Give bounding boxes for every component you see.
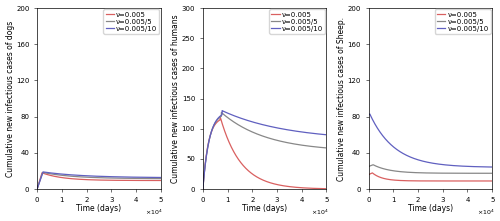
X-axis label: Time (days): Time (days) (242, 204, 287, 213)
Legend: ν=0.005, ν=0.005/5, ν=0.005/10: ν=0.005, ν=0.005/5, ν=0.005/10 (435, 10, 491, 34)
Y-axis label: Cumulative new infectious cases of Sheep.: Cumulative new infectious cases of Sheep… (337, 17, 346, 181)
Text: $\times 10^4$: $\times 10^4$ (311, 207, 329, 217)
Text: $\times 10^4$: $\times 10^4$ (477, 207, 494, 217)
Y-axis label: Cumulative new infectious cases of dogs: Cumulative new infectious cases of dogs (6, 21, 15, 177)
Y-axis label: Cumulative new infectious cases of humans: Cumulative new infectious cases of human… (172, 14, 180, 183)
X-axis label: Time (days): Time (days) (76, 204, 122, 213)
X-axis label: Time (days): Time (days) (408, 204, 453, 213)
Legend: ν=0.005, ν=0.005/5, ν=0.005/10: ν=0.005, ν=0.005/5, ν=0.005/10 (104, 10, 160, 34)
Text: $\times 10^4$: $\times 10^4$ (146, 207, 163, 217)
Legend: ν=0.005, ν=0.005/5, ν=0.005/10: ν=0.005, ν=0.005/5, ν=0.005/10 (269, 10, 325, 34)
